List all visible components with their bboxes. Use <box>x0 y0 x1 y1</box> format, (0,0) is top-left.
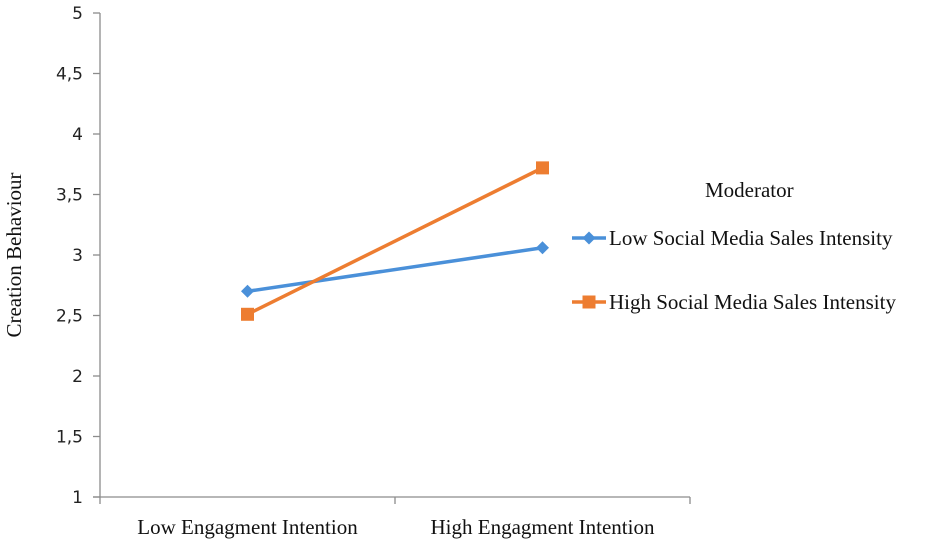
series-1 <box>241 161 549 321</box>
legend-title: Moderator <box>705 178 794 202</box>
series-0 <box>241 241 549 298</box>
legend-label: High Social Media Sales Intensity <box>609 290 896 314</box>
y-tick-label: 3 <box>72 246 83 266</box>
series-line <box>246 166 544 316</box>
y-tick-label: 4 <box>72 125 83 145</box>
y-tick-label: 3,5 <box>56 186 83 206</box>
legend-label: Low Social Media Sales Intensity <box>609 226 893 250</box>
x-category-label: High Engagment Intention <box>431 515 655 539</box>
y-tick-label: 1,5 <box>56 428 83 448</box>
y-tick-label: 1 <box>72 488 83 508</box>
square-marker-icon <box>536 161 549 175</box>
y-tick-label: 5 <box>72 4 83 24</box>
diamond-marker-icon <box>536 241 549 255</box>
axes: 1 1,5 2 2,5 3 3,5 4 4,5 5 Low Engagment Intention… <box>56 4 691 539</box>
y-axis-label: Creation Behaviour <box>2 172 26 337</box>
diamond-marker-icon <box>241 284 254 298</box>
legend-item: High Social Media Sales Intensity <box>572 290 896 314</box>
square-marker-icon <box>241 307 254 321</box>
series-lines <box>241 161 549 321</box>
legend-square-icon <box>582 295 596 309</box>
legend: Moderator Low Social Media Sales Intensit… <box>572 178 896 314</box>
y-tick-label: 2 <box>72 367 83 387</box>
legend-diamond-icon <box>582 231 596 245</box>
x-category-label: Low Engagment Intention <box>137 515 358 539</box>
y-tick-label: 2,5 <box>56 307 83 327</box>
y-tick-label: 4,5 <box>56 65 83 85</box>
legend-item: Low Social Media Sales Intensity <box>572 226 893 250</box>
series-line <box>247 246 543 294</box>
